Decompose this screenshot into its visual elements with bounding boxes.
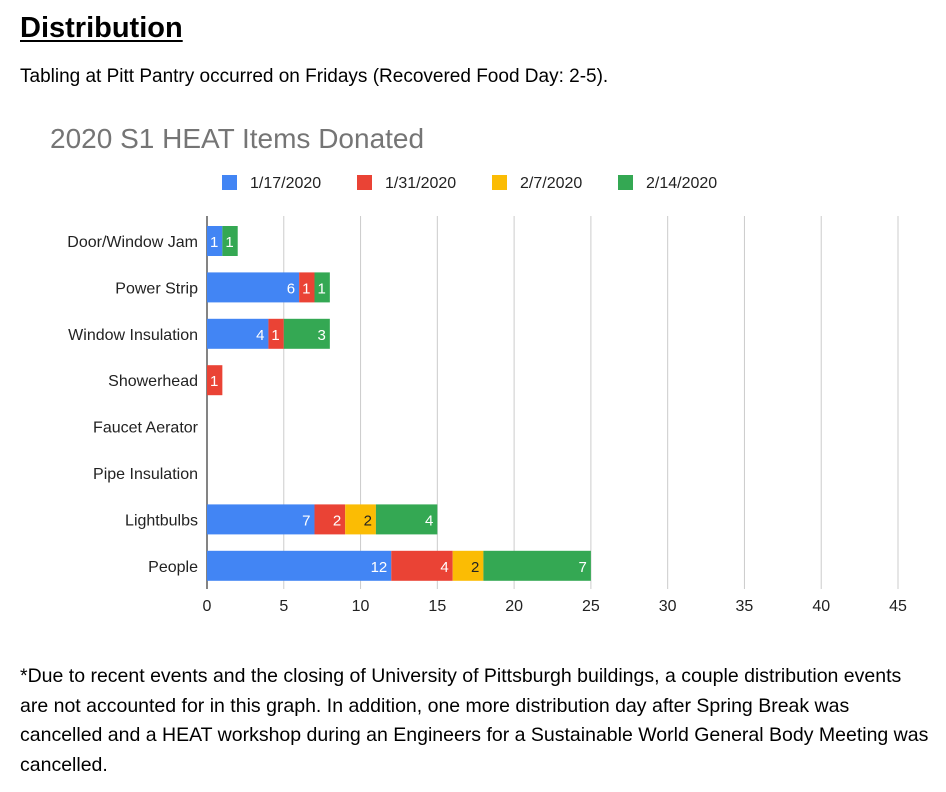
bar-rect [314, 504, 346, 535]
bar-segment: 2 [452, 550, 484, 581]
chart-bars: 1 16 1 14 1 317 2 2 412 4 2 7 [207, 226, 591, 581]
data-label: 2 [471, 559, 479, 576]
bar-rect [391, 550, 453, 581]
bar-rect [299, 272, 315, 303]
legend-swatch [222, 175, 237, 190]
x-tick-label: 25 [582, 598, 600, 615]
data-label: 2 [364, 512, 372, 529]
legend-swatch [492, 175, 507, 190]
intro-text: Tabling at Pitt Pantry occurred on Frida… [20, 66, 609, 87]
bar-segment: 1 [314, 272, 330, 303]
category-label: Window Insulation [68, 327, 198, 344]
legend-label: 1/31/2020 [385, 175, 456, 192]
x-tick-label: 35 [736, 598, 754, 615]
data-label: 7 [579, 559, 587, 576]
category-label: Door/Window Jam [67, 234, 198, 251]
legend-item: 1/17/2020 [222, 175, 321, 192]
data-label: 1 [225, 234, 233, 251]
bar-rect [207, 318, 269, 349]
x-tick-labels: 0 5 10 15 20 25 30 35 40 45 [203, 598, 907, 615]
data-label: 1 [318, 280, 326, 297]
chart-legend: 1/17/2020 1/31/2020 2/7/2020 2/14/2020 [222, 175, 717, 192]
bar-segment: 2 [345, 504, 376, 535]
bar-segment: 4 [391, 550, 453, 581]
legend-label: 2/14/2020 [646, 175, 717, 192]
legend-item: 2/7/2020 [492, 175, 582, 192]
footnote-text: *Due to recent events and the closing of… [20, 665, 929, 776]
bar-segment: 7 [207, 504, 315, 535]
bar-segment: 12 [207, 550, 392, 581]
bar-rect [207, 272, 300, 303]
bar-rect [207, 504, 315, 535]
category-label: Showerhead [108, 373, 198, 390]
x-tick-label: 20 [505, 598, 523, 615]
category-label: Power Strip [115, 280, 198, 297]
bar-segment: 4 [207, 318, 269, 349]
data-label: 7 [302, 512, 310, 529]
data-label: 1 [210, 373, 218, 390]
bar-segment: 3 [283, 318, 330, 349]
bar-segment: 1 [268, 318, 284, 349]
section-heading: Distribution [20, 12, 183, 44]
category-label: People [148, 559, 198, 576]
bar-segment: 7 [483, 550, 591, 581]
data-label: 1 [271, 327, 279, 344]
bar-rect [268, 318, 284, 349]
bar-rect [207, 226, 223, 256]
bar-segment: 1 [299, 272, 315, 303]
bar-rect [483, 550, 591, 581]
stacked-bar-chart: 2020 S1 HEAT Items Donated 1/17/2020 1/31… [50, 123, 907, 615]
legend-label: 2/7/2020 [520, 175, 582, 192]
data-label: 6 [287, 280, 295, 297]
bar-segment: 6 [207, 272, 300, 303]
category-label: Faucet Aerator [93, 420, 199, 437]
data-label: 4 [256, 327, 264, 344]
bar-segment: 1 [207, 226, 223, 256]
bar-rect [314, 272, 330, 303]
x-tick-label: 10 [352, 598, 370, 615]
x-tick-label: 45 [889, 598, 907, 615]
x-tick-label: 0 [203, 598, 212, 615]
bar-rect [283, 318, 330, 349]
category-label: Lightbulbs [125, 512, 198, 529]
bar-rect [222, 226, 238, 256]
category-labels: Door/Window Jam Power Strip Window Insulat… [67, 234, 198, 576]
data-label: 2 [333, 512, 341, 529]
chart-title: 2020 S1 HEAT Items Donated [50, 123, 424, 154]
bar-rect [207, 550, 392, 581]
bar-segment: 2 [314, 504, 346, 535]
data-label: 3 [318, 327, 326, 344]
legend-item: 1/31/2020 [357, 175, 456, 192]
bar-rect [207, 365, 223, 396]
bar-rect [452, 550, 484, 581]
bar-rect [375, 504, 438, 535]
x-tick-label: 15 [428, 598, 446, 615]
legend-swatch [618, 175, 633, 190]
bar-segment: 1 [207, 365, 223, 396]
data-label: 1 [302, 280, 310, 297]
x-tick-label: 5 [279, 598, 288, 615]
data-label: 4 [440, 559, 448, 576]
x-tick-label: 40 [812, 598, 830, 615]
category-label: Pipe Insulation [93, 466, 198, 483]
data-label: 12 [371, 559, 388, 576]
legend-label: 1/17/2020 [250, 175, 321, 192]
bar-rect [345, 504, 376, 535]
bar-segment: 1 [222, 226, 238, 256]
legend-item: 2/14/2020 [618, 175, 717, 192]
bar-segment: 4 [375, 504, 438, 535]
data-label: 1 [210, 234, 218, 251]
legend-swatch [357, 175, 372, 190]
data-label: 4 [425, 512, 433, 529]
x-tick-label: 30 [659, 598, 677, 615]
